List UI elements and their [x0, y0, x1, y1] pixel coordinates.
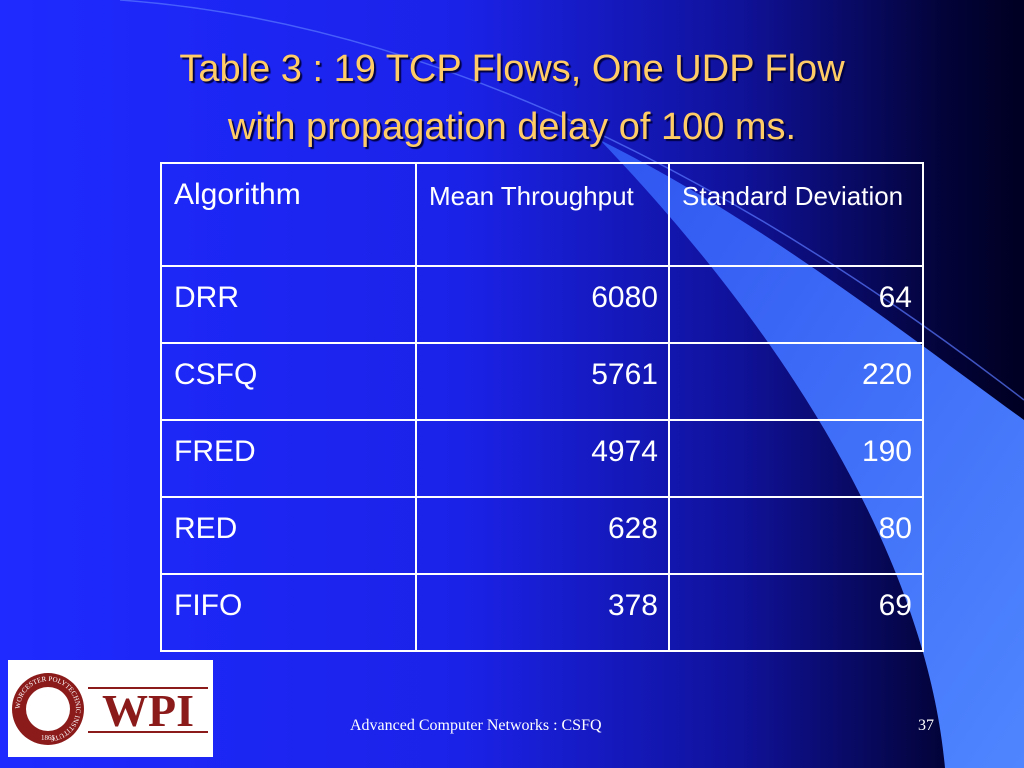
table-row: FIFO 378 69 [160, 573, 924, 652]
data-table: Algorithm Mean Throughput Standard Devia… [160, 162, 924, 652]
page-number: 37 [918, 717, 934, 734]
value-cell: 628 [415, 496, 670, 575]
column-header: Standard Deviation [668, 162, 924, 267]
algorithm-cell: FRED [160, 419, 417, 498]
algorithm-cell: CSFQ [160, 342, 417, 421]
column-header: Algorithm [160, 162, 417, 267]
value-cell: 5761 [415, 342, 670, 421]
seal-year: 1865 [41, 734, 56, 742]
algorithm-cell: RED [160, 496, 417, 575]
title-line: Table 3 : 19 TCP Flows, One UDP Flow [179, 48, 845, 90]
logo: WORCESTER POLYTECHNIC INSTITUTE 1865 WPI [8, 660, 213, 757]
footer-text: Advanced Computer Networks : CSFQ [350, 717, 602, 734]
logo-name: WPI [102, 685, 194, 736]
algorithm-cell: FIFO [160, 573, 417, 652]
logo-graphic: WORCESTER POLYTECHNIC INSTITUTE 1865 WPI [12, 673, 208, 745]
value-cell: 64 [668, 265, 924, 344]
seal-center [26, 687, 70, 731]
table-row: CSFQ 5761 220 [160, 342, 924, 421]
table-row: DRR 6080 64 [160, 265, 924, 344]
table-row: RED 628 80 [160, 496, 924, 575]
value-cell: 378 [415, 573, 670, 652]
title-line: with propagation delay of 100 ms. [227, 106, 797, 148]
value-cell: 80 [668, 496, 924, 575]
algorithm-cell: DRR [160, 265, 417, 344]
value-cell: 220 [668, 342, 924, 421]
column-header: Mean Throughput [415, 162, 670, 267]
header-row: Algorithm Mean Throughput Standard Devia… [160, 162, 924, 267]
value-cell: 190 [668, 419, 924, 498]
value-cell: 6080 [415, 265, 670, 344]
value-cell: 4974 [415, 419, 670, 498]
value-cell: 69 [668, 573, 924, 652]
table-row: FRED 4974 190 [160, 419, 924, 498]
